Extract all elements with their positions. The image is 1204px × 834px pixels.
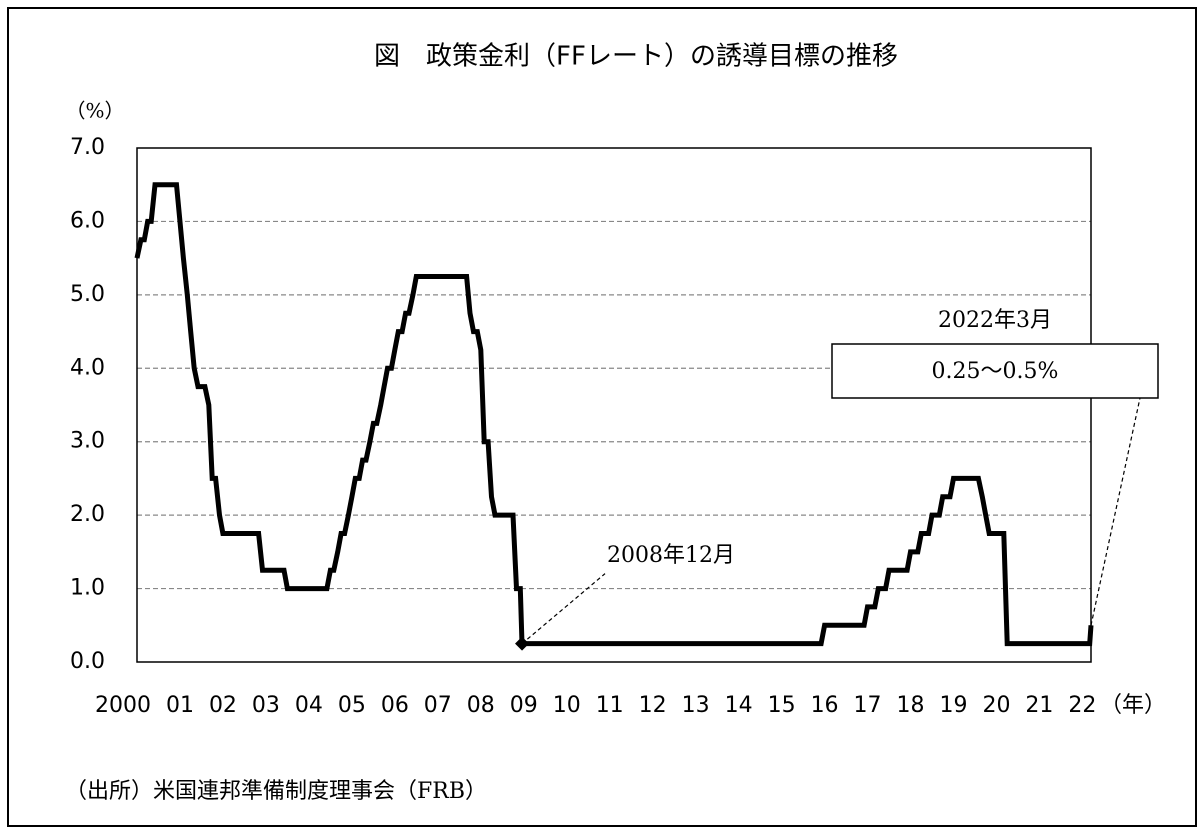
x-tick-label: 06: [381, 693, 409, 718]
x-tick-label: 15: [768, 693, 796, 718]
y-tick-label: 4.0: [70, 355, 105, 380]
x-tick-label: 2000: [95, 693, 151, 718]
annotation-box: [831, 343, 1159, 399]
x-tick-label: 17: [854, 693, 882, 718]
source: （出所）米国連邦準備制度理事会（FRB）: [65, 779, 487, 804]
x-tick-label: 13: [682, 693, 710, 718]
y-tick-label: 7.0: [70, 135, 105, 160]
x-tick-label: 09: [510, 693, 538, 718]
y-tick-label: 6.0: [70, 208, 105, 233]
x-tick-label: 18: [897, 693, 925, 718]
x-tick-label: 21: [1025, 693, 1053, 718]
x-tick-label: 12: [639, 693, 667, 718]
y-tick-label: 3.0: [70, 429, 105, 454]
annotation-label: 2008年12月: [607, 543, 735, 568]
x-tick-label: 14: [725, 693, 753, 718]
annotation-box-text: 0.25～0.5%: [932, 359, 1059, 384]
x-tick-label: 02: [209, 693, 237, 718]
chart-title: 図 政策金利（FFレート）の誘導目標の推移: [374, 42, 898, 72]
x-tick-label: 07: [424, 693, 452, 718]
x-tick-label: 19: [939, 693, 967, 718]
x-tick-label: 11: [596, 693, 624, 718]
annotation-marker: [515, 636, 530, 651]
y-unit: （%）: [65, 99, 124, 123]
x-tick-label: 10: [553, 693, 581, 718]
annotation-label: 2022年3月: [938, 308, 1052, 333]
x-tick-label: 04: [295, 693, 323, 718]
x-tick-label: 20: [982, 693, 1010, 718]
line-series: [134, 182, 1094, 647]
x-tick-label: 01: [166, 693, 194, 718]
y-tick-label: 5.0: [70, 282, 105, 307]
x-tick-label: 05: [338, 693, 366, 718]
x-unit: （年）: [1100, 693, 1166, 718]
y-tick-label: 2.0: [70, 502, 105, 527]
y-tick-label: 0.0: [70, 649, 105, 674]
x-tick-label: 22: [1068, 693, 1096, 718]
plot-area: [136, 147, 1092, 663]
x-tick-label: 08: [467, 693, 495, 718]
y-tick-label: 1.0: [70, 576, 105, 601]
frame: [7, 7, 1197, 827]
x-tick-label: 03: [252, 693, 280, 718]
leader-line: [1090, 397, 1141, 626]
x-tick-label: 16: [811, 693, 839, 718]
